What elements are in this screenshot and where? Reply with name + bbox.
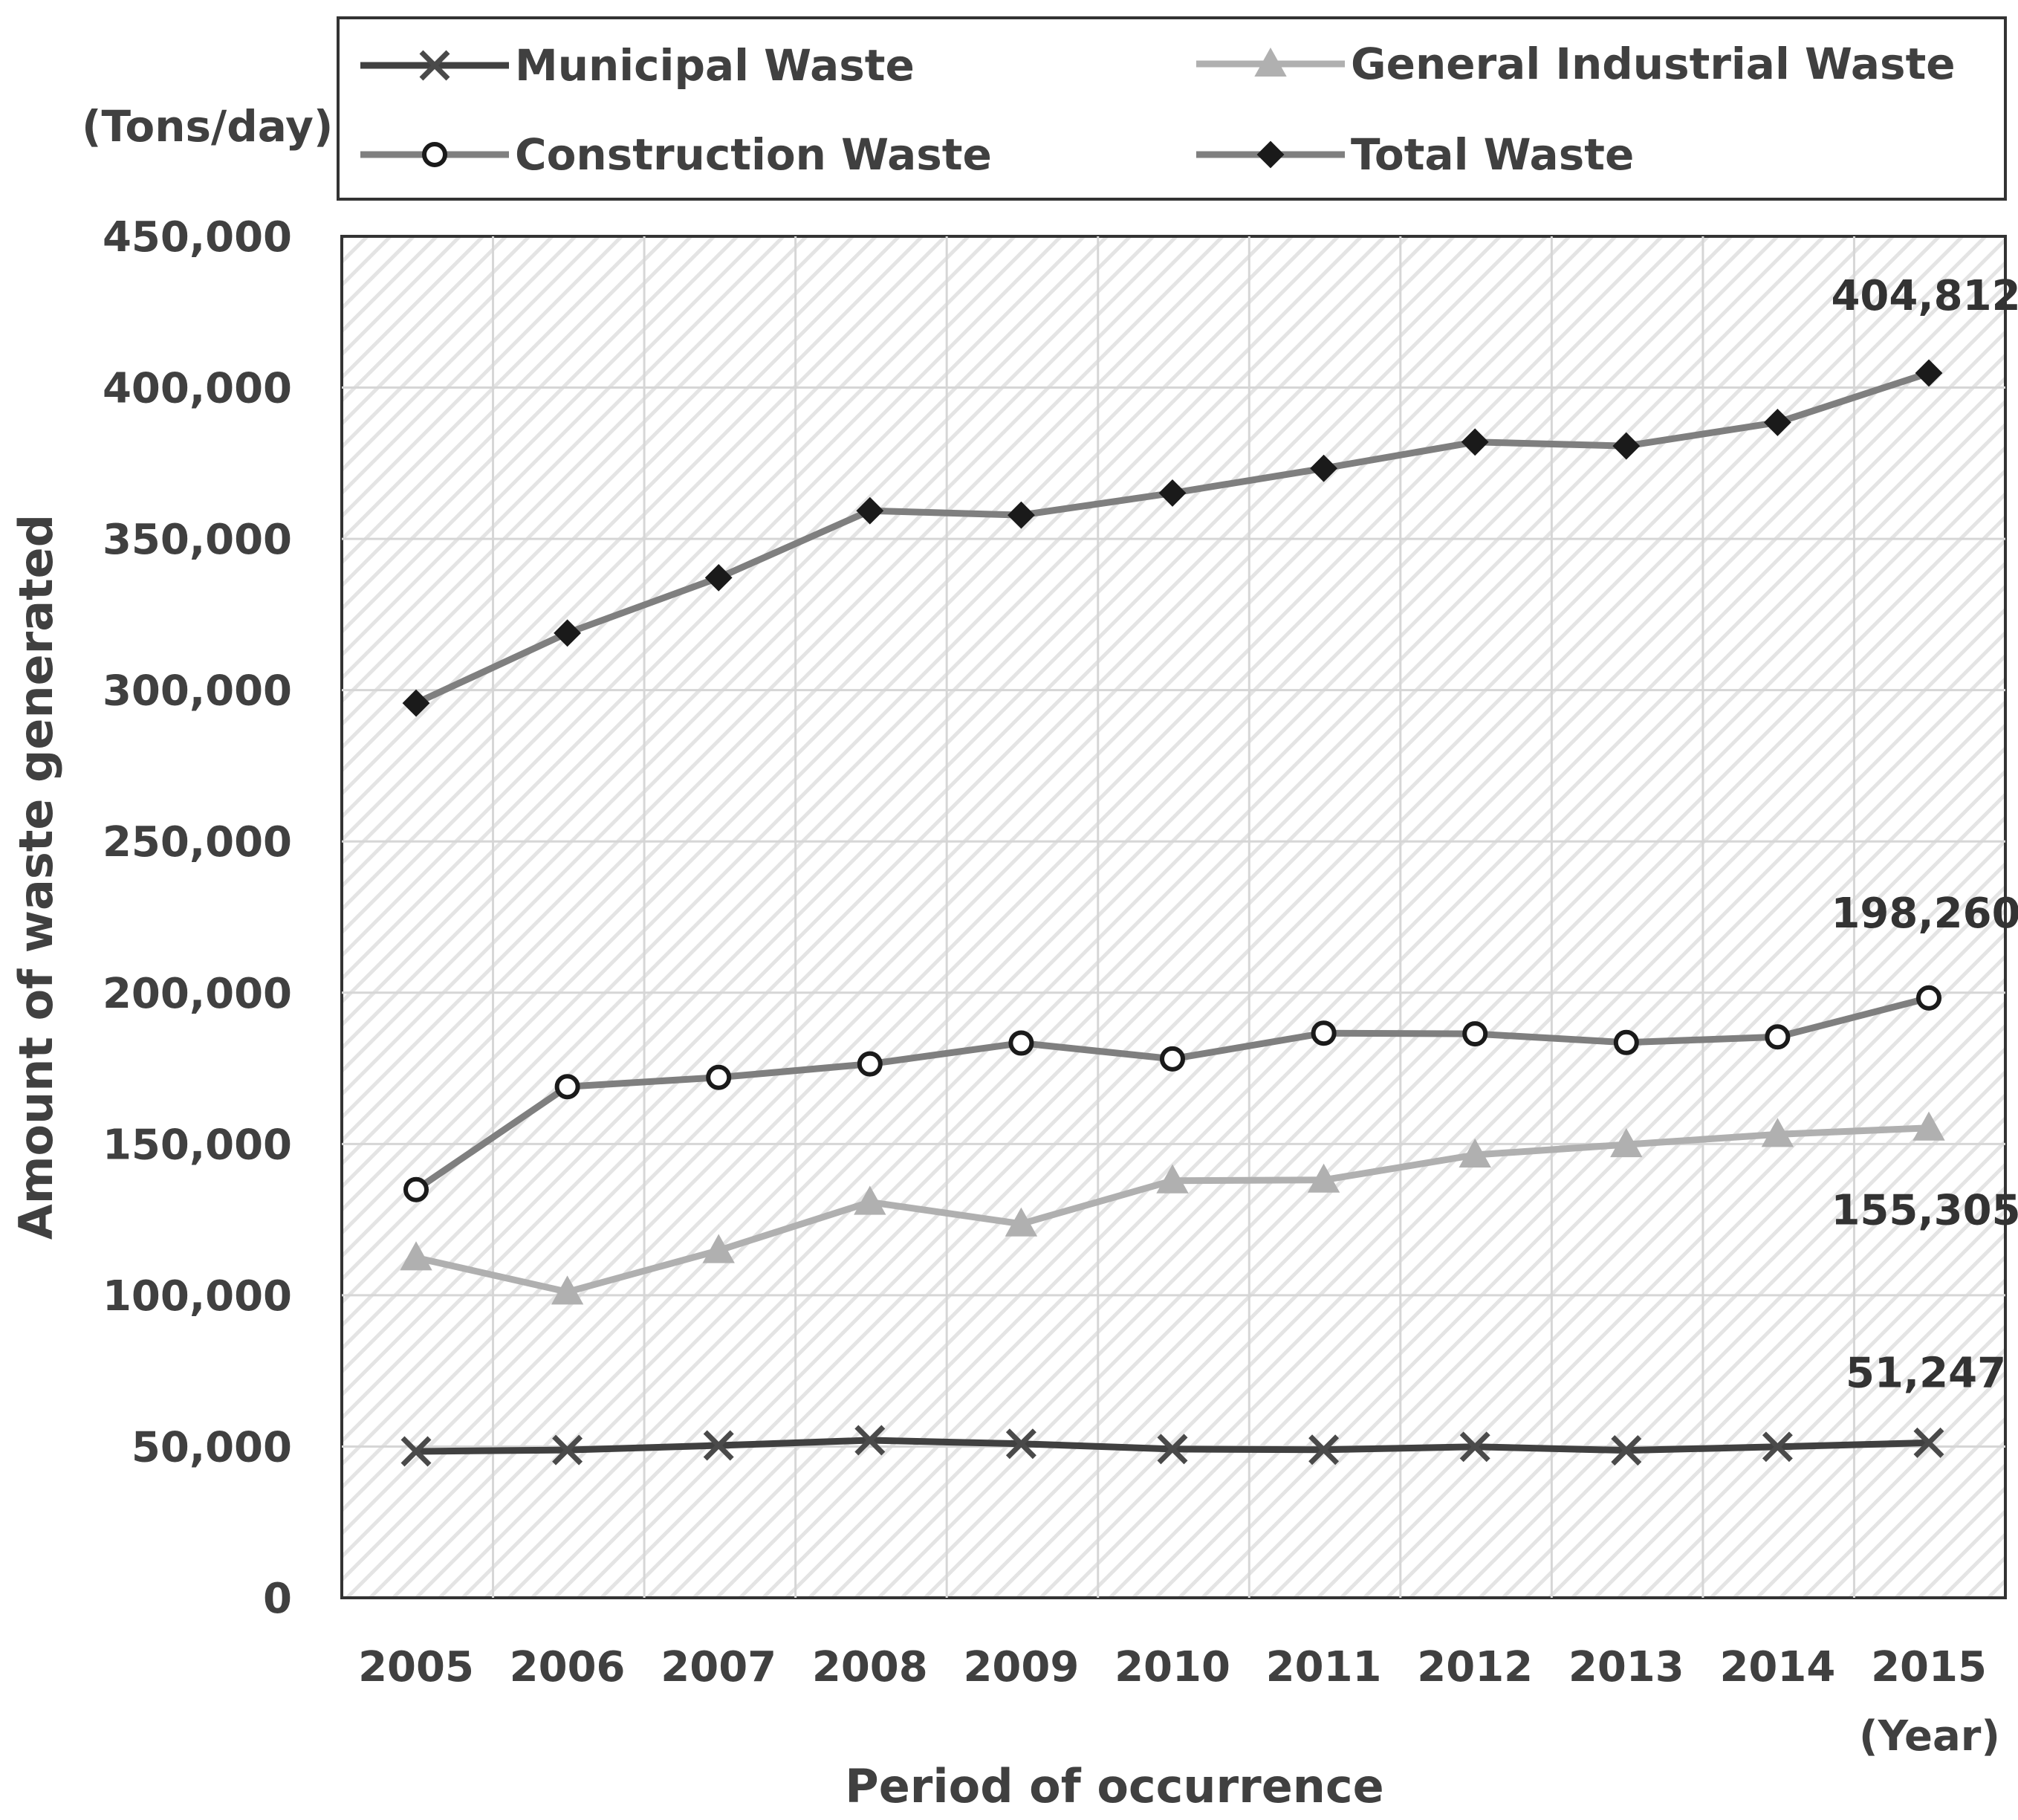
general-industrial-waste-point: [400, 1241, 432, 1271]
municipal-waste-point: [854, 1425, 886, 1456]
legend-total-waste-label: Total Waste: [1351, 129, 1634, 180]
general-industrial-waste-point: [1912, 1111, 1945, 1141]
x-tick-label: 2014: [1719, 1643, 1835, 1691]
y-tick-label: 400,000: [103, 365, 292, 413]
series-markers: [400, 359, 1945, 1467]
general-industrial-waste-point: [1610, 1128, 1643, 1158]
construction-waste-point: [1765, 1024, 1791, 1050]
construction-waste-point: [403, 1176, 429, 1202]
total-waste-point: [1612, 432, 1641, 460]
construction-waste-point: [1916, 985, 1941, 1011]
general-industrial-waste-point: [1459, 1138, 1491, 1168]
x-tick-label: 2015: [1871, 1643, 1987, 1691]
general-industrial-waste-end-label: 155,305: [1831, 1187, 2018, 1235]
x-tick-label: 2010: [1115, 1643, 1230, 1691]
x-tick-label: 2012: [1417, 1643, 1533, 1691]
general-industrial-waste-point: [1761, 1118, 1794, 1147]
construction-waste-point: [1008, 1030, 1034, 1056]
y-tick-label: 100,000: [103, 1272, 292, 1321]
x-unit-label: (Year): [1859, 1712, 2000, 1761]
construction-waste-point: [706, 1064, 732, 1090]
total-waste-point: [1915, 359, 1943, 387]
legend-municipal-waste-label: Municipal Waste: [515, 40, 915, 91]
general-industrial-waste-point: [1307, 1163, 1340, 1193]
legend-construction-waste-marker: [422, 142, 447, 167]
construction-waste-point: [1311, 1020, 1337, 1046]
general-industrial-waste-point: [702, 1234, 735, 1263]
y-tick-label: 450,000: [103, 213, 292, 262]
municipal-waste-point: [1913, 1427, 1944, 1458]
y-axis-ticks: 0 50,000 100,000 150,000 200,000 250,000 300,0…: [103, 213, 292, 1623]
general-industrial-waste-point: [551, 1275, 584, 1305]
general-industrial-waste-point: [1156, 1164, 1189, 1194]
total-waste-point: [1310, 454, 1338, 482]
gridlines: [342, 236, 2005, 1598]
construction-waste-end-label: 198,260: [1831, 890, 2018, 938]
total-waste-end-label: 404,812: [1831, 272, 2018, 320]
x-tick-label: 2005: [358, 1643, 474, 1691]
municipal-waste-point: [1611, 1435, 1642, 1466]
municipal-waste-point: [1005, 1428, 1036, 1460]
general-industrial-waste-point: [854, 1185, 886, 1215]
construction-waste-point: [554, 1074, 580, 1100]
y-tick-label: 0: [263, 1575, 292, 1623]
y-tick-label: 350,000: [103, 516, 292, 564]
total-waste-point: [1461, 428, 1489, 456]
construction-waste-point: [1160, 1046, 1185, 1072]
total-waste-point: [1007, 501, 1035, 529]
municipal-waste-end-label: 51,247: [1846, 1349, 2006, 1397]
legend-municipal-waste-marker: [419, 50, 450, 81]
x-tick-label: 2007: [661, 1643, 776, 1691]
plot-area: [340, 235, 2007, 1599]
total-waste-point: [1158, 479, 1187, 507]
legend: Municipal Waste General Industrial Waste C…: [337, 16, 2007, 201]
municipal-waste-point: [400, 1436, 432, 1467]
municipal-waste-point: [1459, 1431, 1490, 1463]
x-axis-title: Period of occurrence: [845, 1759, 1383, 1813]
total-waste-point: [554, 619, 582, 647]
y-tick-label: 50,000: [132, 1423, 292, 1471]
general-industrial-waste-point: [1005, 1207, 1038, 1237]
y-tick-label: 200,000: [103, 970, 292, 1018]
municipal-waste-point: [1157, 1434, 1188, 1465]
y-axis-title: Amount of waste generated: [9, 514, 63, 1240]
legend-construction-waste-label: Construction Waste: [515, 129, 992, 180]
legend-box: [337, 16, 2007, 201]
municipal-waste-point: [552, 1434, 583, 1466]
municipal-waste-point: [1308, 1434, 1340, 1466]
y-unit-label: (Tons/day): [82, 101, 333, 152]
total-waste-point: [402, 689, 430, 717]
data-labels: 51,247 155,305 198,260 404,812: [1831, 272, 2018, 1397]
x-tick-label: 2011: [1266, 1643, 1382, 1691]
x-tick-label: 2006: [510, 1643, 626, 1691]
y-tick-label: 250,000: [103, 818, 292, 867]
total-waste-point: [1763, 409, 1791, 436]
legend-general-industrial-waste-marker: [1254, 47, 1287, 77]
municipal-waste-point: [703, 1430, 734, 1461]
total-waste-point: [704, 563, 733, 592]
construction-waste-point: [1613, 1029, 1639, 1055]
x-tick-label: 2013: [1568, 1643, 1684, 1691]
x-tick-label: 2009: [963, 1643, 1079, 1691]
total-waste-point: [856, 496, 884, 525]
x-tick-label: 2008: [812, 1643, 928, 1691]
legend-general-industrial-waste-label: General Industrial Waste: [1351, 39, 1956, 89]
construction-waste-point: [1462, 1021, 1488, 1047]
x-axis-ticks: 2005 2006 2007 2008 2009 2010 2011 2012 2013 2014…: [358, 1643, 1987, 1691]
construction-waste-point: [857, 1051, 883, 1077]
y-tick-label: 300,000: [103, 667, 292, 716]
y-tick-label: 150,000: [103, 1121, 292, 1169]
legend-total-waste-marker: [1256, 140, 1285, 169]
municipal-waste-point: [1762, 1431, 1793, 1463]
